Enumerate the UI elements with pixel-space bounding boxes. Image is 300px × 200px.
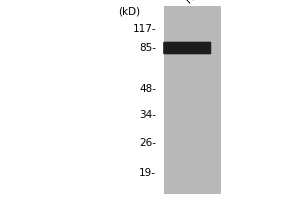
Bar	[164, 6, 220, 194]
Text: 34-: 34-	[139, 110, 156, 120]
Text: 48-: 48-	[139, 84, 156, 94]
Text: HepG2: HepG2	[184, 0, 217, 5]
Text: 26-: 26-	[139, 138, 156, 148]
Text: 117-: 117-	[132, 24, 156, 34]
Text: (kD): (kD)	[118, 6, 140, 16]
Text: 85-: 85-	[139, 43, 156, 53]
FancyBboxPatch shape	[163, 42, 211, 54]
Text: 19-: 19-	[139, 168, 156, 178]
